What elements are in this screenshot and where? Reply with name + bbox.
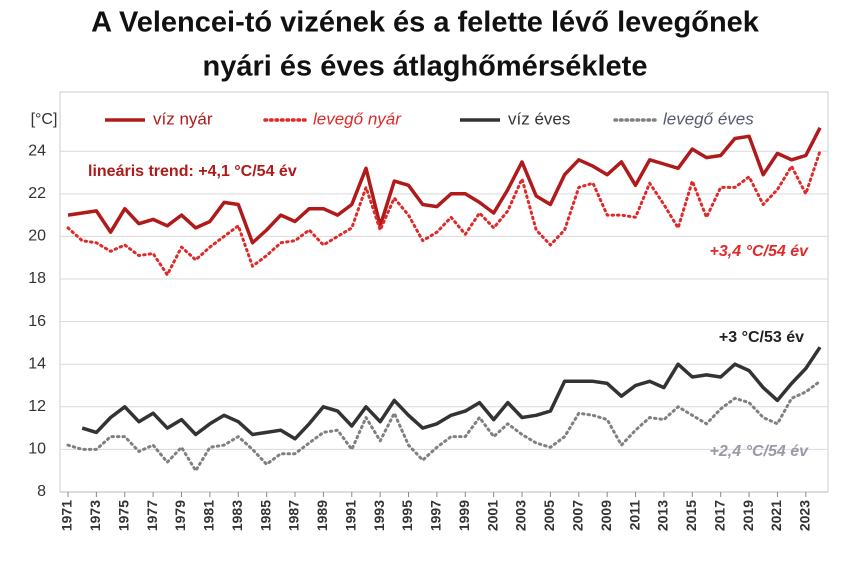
- x-tick-label: 2017: [711, 500, 727, 531]
- x-tick-label: 1983: [229, 500, 245, 531]
- x-tick-label: 1973: [87, 500, 103, 531]
- legend-label: víz nyár: [153, 109, 213, 128]
- data-line: [81, 346, 822, 441]
- data-line: [66, 379, 822, 473]
- y-tick-label: 18: [28, 270, 46, 287]
- data-line: [67, 127, 822, 245]
- legend-label: levegő nyár: [313, 109, 402, 128]
- x-tick-label: 1991: [342, 500, 358, 531]
- x-tick-label: 1977: [144, 500, 160, 531]
- x-tick-label: 1997: [428, 500, 444, 531]
- x-tick-label: 2005: [541, 500, 557, 531]
- legend-label: víz éves: [508, 109, 570, 128]
- legend-label: levegő éves: [663, 109, 754, 128]
- annotation: lineáris trend: +4,1 °C/54 év: [88, 163, 297, 180]
- y-tick-label: 12: [28, 398, 46, 415]
- x-tick-label: 1985: [257, 500, 273, 531]
- y-tick-label: 16: [28, 313, 46, 330]
- x-tick-label: 2015: [683, 500, 699, 531]
- x-tick-label: 2023: [797, 500, 813, 531]
- plot-frame: [59, 91, 829, 493]
- x-tick-label: 2007: [569, 500, 585, 531]
- x-tick-label: 2021: [768, 500, 784, 531]
- annotation: +3,4 °C/54 év: [710, 243, 810, 260]
- x-tick-label: 1989: [314, 500, 330, 531]
- x-tick-label: 1995: [399, 500, 415, 531]
- x-tick-label: 2003: [513, 500, 529, 531]
- x-tick-label: 1975: [115, 500, 131, 531]
- chart-subtitle: nyári és éves átlaghőmérséklete: [203, 51, 648, 83]
- x-tick-label: 1971: [59, 500, 75, 531]
- y-tick-label: 10: [28, 441, 46, 458]
- y-tick-label: 24: [28, 142, 46, 159]
- annotation: +3 °C/53 év: [719, 329, 804, 346]
- x-tick-label: 1999: [456, 500, 472, 531]
- x-tick-label: 2013: [655, 500, 671, 531]
- y-tick-label: 22: [28, 185, 46, 202]
- x-tick-label: 2009: [598, 500, 614, 531]
- chart-title: A Velencei-tó vizének és a felette lévő …: [91, 7, 760, 39]
- x-tick-label: 2001: [484, 500, 500, 531]
- y-tick-label: 20: [28, 228, 46, 245]
- data-line: [66, 149, 822, 277]
- x-tick-label: 1993: [371, 500, 387, 531]
- x-tick-label: 1981: [201, 500, 217, 531]
- x-tick-label: 1979: [172, 500, 188, 531]
- y-axis-label: [°C]: [31, 111, 58, 128]
- annotation: +2,4 °C/54 év: [710, 443, 810, 460]
- x-tick-label: 2011: [626, 500, 642, 531]
- x-tick-label: 2019: [740, 500, 756, 531]
- x-tick-label: 1987: [286, 500, 302, 531]
- y-tick-label: 8: [37, 483, 46, 500]
- y-tick-label: 14: [28, 355, 46, 372]
